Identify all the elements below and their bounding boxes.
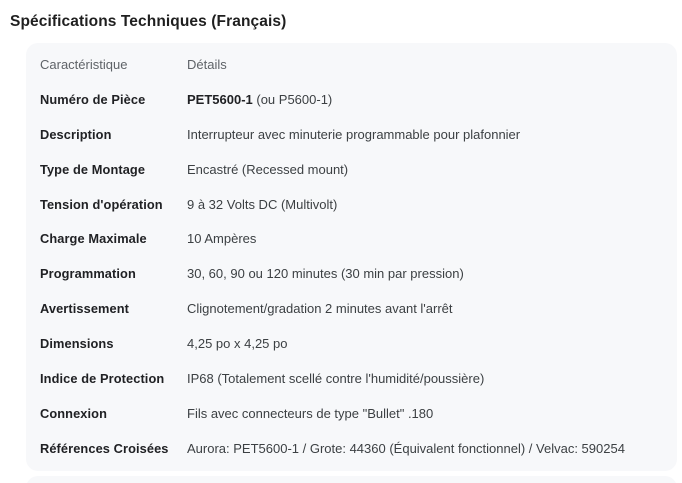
spec-label: Description (40, 126, 112, 142)
spec-value-cell: 30, 60, 90 ou 120 minutes (30 min par pr… (187, 266, 661, 281)
spec-value: Aurora: PET5600-1 / Grote: 44360 (Équiva… (187, 440, 625, 456)
table-row: Description Interrupteur avec minuterie … (26, 117, 677, 152)
spec-value: IP68 (Totalement scellé contre l'humidit… (187, 370, 485, 386)
spec-value: Interrupteur avec minuterie programmable… (187, 126, 521, 142)
spec-value-bold: PET5600-1 (187, 91, 253, 107)
spec-value-cell: IP68 (Totalement scellé contre l'humidit… (187, 371, 661, 386)
column-header-caracteristique: Caractéristique (40, 56, 128, 72)
spec-value: 9 à 32 Volts DC (Multivolt) (187, 196, 338, 212)
spec-label: Connexion (40, 405, 108, 421)
table-row: Numéro de Pièce PET5600-1 (ou P5600-1) (26, 82, 677, 117)
spec-value-cell: Clignotement/gradation 2 minutes avant l… (187, 301, 661, 316)
spec-value: Fils avec connecteurs de type "Bullet" .… (187, 405, 434, 421)
table-row: Connexion Fils avec connecteurs de type … (26, 396, 677, 431)
spec-label: Programmation (40, 266, 136, 282)
table-row: Programmation 30, 60, 90 ou 120 minutes … (26, 256, 677, 291)
spec-label: Numéro de Pièce (40, 91, 146, 107)
spec-value-cell: Aurora: PET5600-1 / Grote: 44360 (Équiva… (187, 441, 661, 456)
spec-label: Charge Maximale (40, 231, 147, 247)
column-header-details: Détails (187, 56, 227, 72)
table-row: Charge Maximale 10 Ampères (26, 221, 677, 256)
table-row: Références Croisées Aurora: PET5600-1 / … (26, 431, 677, 466)
spec-value: Encastré (Recessed mount) (187, 161, 349, 177)
spec-value-cell: Fils avec connecteurs de type "Bullet" .… (187, 406, 661, 421)
spec-value: Clignotement/gradation 2 minutes avant l… (187, 301, 453, 317)
table-header-row: Caractéristique Détails (26, 47, 677, 82)
spec-label: Tension d'opération (40, 196, 163, 212)
spec-label: Références Croisées (40, 440, 169, 456)
spec-value: (ou P5600-1) (252, 91, 333, 107)
spec-value: 30, 60, 90 ou 120 minutes (30 min par pr… (187, 266, 464, 282)
spec-value-cell: 10 Ampères (187, 231, 661, 246)
spec-value-cell: Encastré (Recessed mount) (187, 162, 661, 177)
spec-label: Indice de Protection (40, 370, 165, 386)
spec-value: 10 Ampères (187, 231, 257, 247)
spec-label: Avertissement (40, 301, 130, 317)
spec-label: Type de Montage (40, 161, 146, 177)
spec-table-card: Caractéristique Détails Numéro de Pièce … (26, 43, 677, 471)
table-row: Avertissement Clignotement/gradation 2 m… (26, 291, 677, 326)
table-row: Indice de Protection IP68 (Totalement sc… (26, 361, 677, 396)
spec-value-cell: 9 à 32 Volts DC (Multivolt) (187, 197, 661, 212)
table-row: Tension d'opération 9 à 32 Volts DC (Mul… (26, 187, 677, 222)
table-row: Dimensions 4,25 po x 4,25 po (26, 326, 677, 361)
spec-value: 4,25 po x 4,25 po (187, 336, 288, 352)
spec-value-cell: 4,25 po x 4,25 po (187, 336, 661, 351)
table-body: Numéro de Pièce PET5600-1 (ou P5600-1) D… (26, 82, 677, 466)
table-row: Type de Montage Encastré (Recessed mount… (26, 152, 677, 187)
spec-value-cell: PET5600-1 (ou P5600-1) (187, 92, 661, 107)
spec-value-cell: Interrupteur avec minuterie programmable… (187, 127, 661, 142)
spec-label: Dimensions (40, 336, 114, 352)
next-section-card (26, 476, 677, 483)
page-title: Spécifications Techniques (Français) (10, 13, 287, 30)
